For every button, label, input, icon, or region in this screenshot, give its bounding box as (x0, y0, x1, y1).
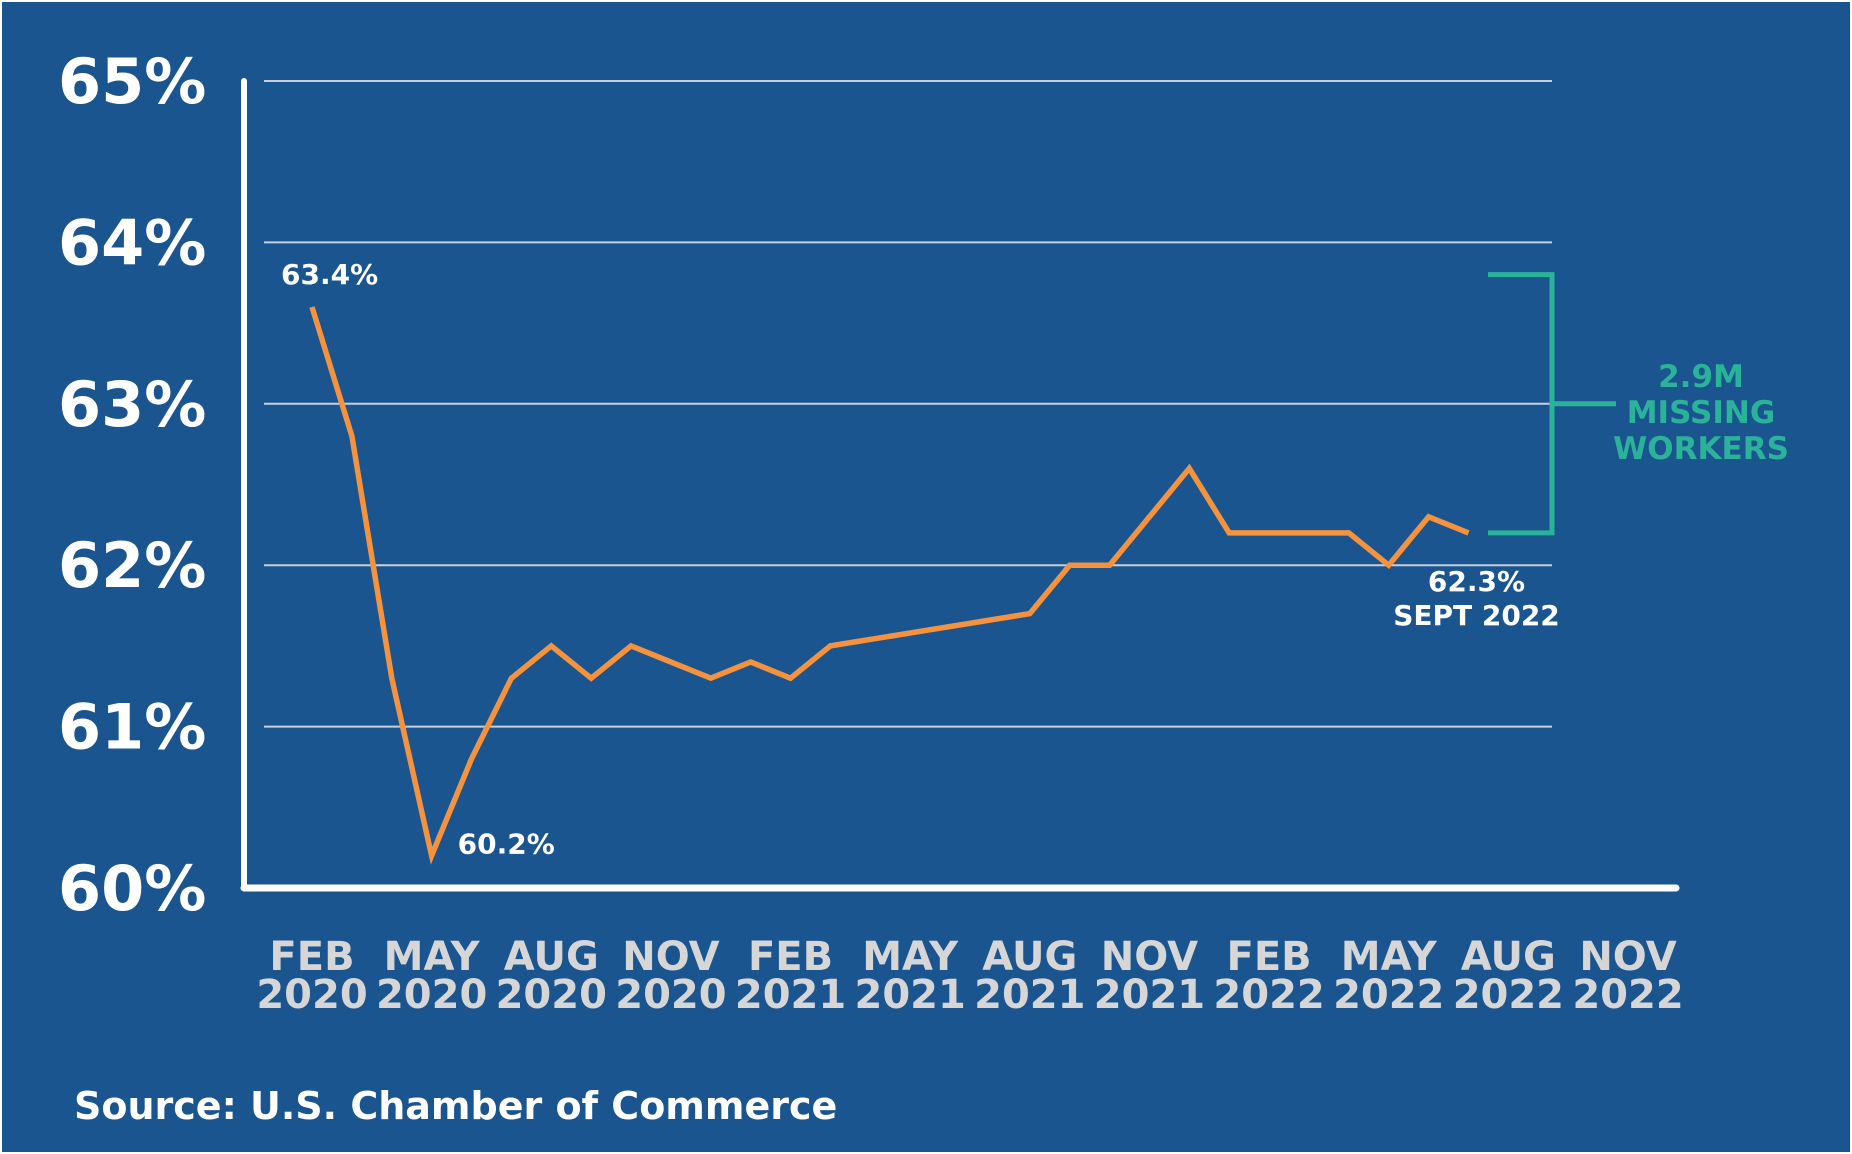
series-layer (309, 306, 1470, 865)
x-tick-month-6: AUG (982, 934, 1077, 980)
series-line-0 (309, 306, 1470, 865)
x-tick-year-0: 2020 (256, 972, 367, 1018)
x-tick-year-5: 2021 (855, 972, 966, 1018)
low-value-label: 60.2% (458, 828, 555, 861)
source-note: Source: U.S. Chamber of Commerce (74, 1084, 837, 1128)
latest-value-label: 62.3% (1428, 565, 1525, 598)
y-tick-label-65: 65% (58, 45, 206, 118)
x-tick-month-2: AUG (504, 934, 599, 980)
y-tick-label-63: 63% (58, 368, 206, 441)
x-tick-year-6: 2021 (974, 972, 1085, 1018)
x-tick-year-1: 2020 (376, 972, 487, 1018)
y-tick-label-64: 64% (58, 206, 206, 279)
x-tick-year-7: 2021 (1094, 972, 1205, 1018)
x-tick-year-9: 2022 (1333, 972, 1444, 1018)
x-tick-month-5: MAY (862, 934, 959, 980)
y-tick-label-61: 61% (58, 691, 206, 764)
callout-line-2: MISSING (1627, 395, 1776, 431)
y-axis-ticks: 65% 64% 63% 62% 61% 60% (58, 45, 206, 925)
y-tick-label-60: 60% (58, 852, 206, 925)
x-tick-month-7: NOV (1101, 934, 1198, 980)
callout-line-1: 2.9M (1658, 359, 1744, 395)
x-tick-month-10: AUG (1461, 934, 1556, 980)
gridlines (264, 80, 1552, 728)
x-tick-year-4: 2021 (735, 972, 846, 1018)
x-tick-month-0: FEB (269, 934, 354, 980)
x-tick-year-11: 2022 (1572, 972, 1683, 1018)
x-tick-year-2: 2020 (496, 972, 607, 1018)
x-tick-year-3: 2020 (615, 972, 726, 1018)
missing-workers-bracket (1488, 272, 1616, 536)
callout-line-3: WORKERS (1613, 431, 1789, 467)
x-tick-month-9: MAY (1341, 934, 1438, 980)
start-value-label: 63.4% (281, 258, 378, 291)
x-tick-month-4: FEB (748, 934, 833, 980)
x-tick-year-8: 2022 (1213, 972, 1324, 1018)
latest-date-label: SEPT 2022 (1393, 599, 1560, 632)
x-tick-month-3: NOV (622, 934, 719, 980)
x-tick-year-10: 2022 (1453, 972, 1564, 1018)
x-tick-month-1: MAY (384, 934, 481, 980)
y-tick-label-62: 62% (58, 529, 206, 602)
x-tick-month-8: FEB (1227, 934, 1312, 980)
x-tick-month-11: NOV (1579, 934, 1676, 980)
x-axis-ticks: FEB2020MAY2020AUG2020NOV2020FEB2021MAY20… (256, 934, 1683, 1018)
